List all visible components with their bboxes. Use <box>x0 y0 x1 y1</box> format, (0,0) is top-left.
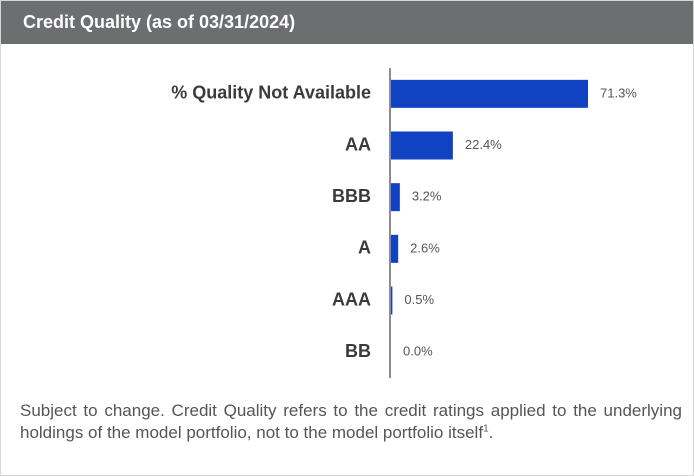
category-label: A <box>358 238 371 258</box>
value-label: 3.2% <box>412 189 442 204</box>
category-label: BB <box>345 341 371 361</box>
value-label: 0.5% <box>404 292 434 307</box>
value-label: 22.4% <box>465 137 502 152</box>
bar <box>391 79 588 108</box>
footnote: Subject to change. Credit Quality refers… <box>20 400 682 444</box>
category-label: BBB <box>332 186 371 206</box>
value-label: 2.6% <box>410 240 440 255</box>
value-label: 71.3% <box>600 85 637 100</box>
footnote-text: Subject to change. Credit Quality refers… <box>20 401 682 442</box>
footnote-end: . <box>488 423 494 442</box>
category-label: % Quality Not Available <box>171 83 371 103</box>
bar <box>391 234 399 263</box>
value-label: 0.0% <box>403 344 433 359</box>
footnote-sup: 1 <box>483 423 489 435</box>
chart: % Quality Not Available 71.3% AA 22.4% BBB 3.… <box>171 68 637 378</box>
category-label: AA <box>345 134 371 154</box>
bar <box>391 286 393 315</box>
chart-title: Credit Quality (as of 03/31/2024) <box>1 1 693 44</box>
bar <box>391 131 453 160</box>
bar <box>391 183 400 212</box>
category-label: AAA <box>332 289 371 309</box>
